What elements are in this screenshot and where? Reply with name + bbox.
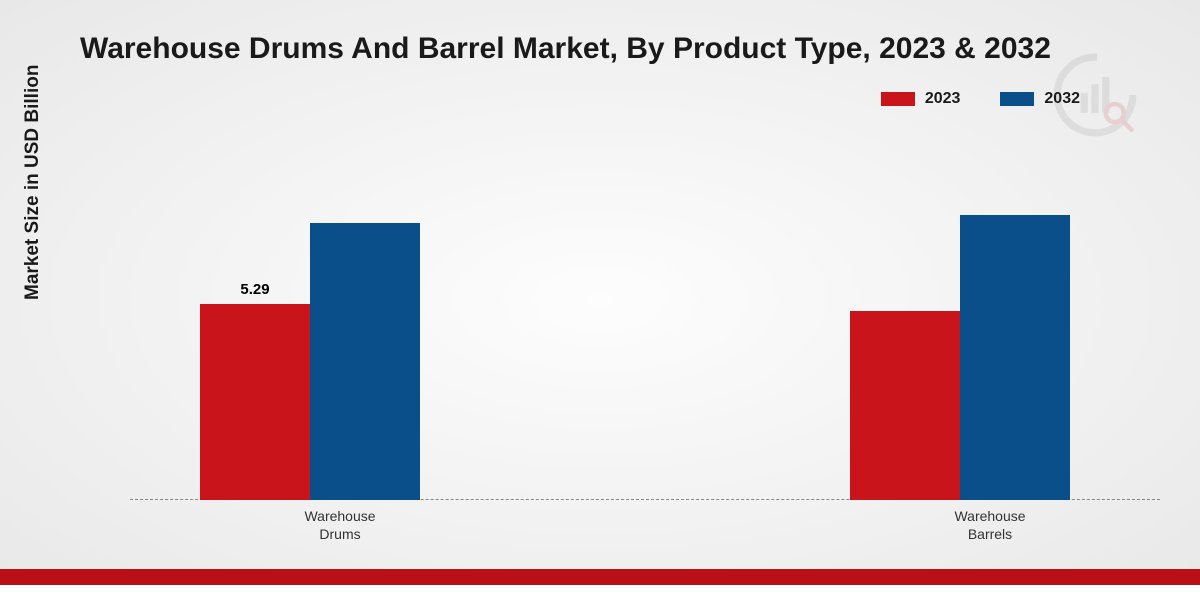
chart-title: Warehouse Drums And Barrel Market, By Pr…	[80, 32, 1051, 66]
legend: 2023 2032	[881, 90, 1080, 108]
bar-label-drums-2023: 5.29	[200, 281, 310, 298]
legend-item-2023: 2023	[881, 90, 961, 108]
bar-drums-2023	[200, 304, 310, 500]
bar-drums-2032	[310, 223, 420, 501]
legend-swatch-2023	[881, 92, 915, 106]
footer-strip	[0, 585, 1200, 600]
legend-label-2023: 2023	[925, 90, 961, 108]
legend-swatch-2032	[1000, 92, 1034, 106]
footer-band	[0, 569, 1200, 585]
x-label-barrels: Warehouse Barrels	[954, 500, 1025, 543]
bar-barrels-2023	[850, 311, 960, 500]
legend-label-2032: 2032	[1044, 90, 1080, 108]
chart-page: Warehouse Drums And Barrel Market, By Pr…	[0, 0, 1200, 600]
y-axis-label: Market Size in USD Billion	[22, 65, 44, 300]
x-label-drums: Warehouse Drums	[304, 500, 375, 543]
legend-item-2032: 2032	[1000, 90, 1080, 108]
plot-area: 5.29 Warehouse Drums Warehouse Barrels	[130, 130, 1160, 500]
bar-barrels-2032	[960, 215, 1070, 500]
